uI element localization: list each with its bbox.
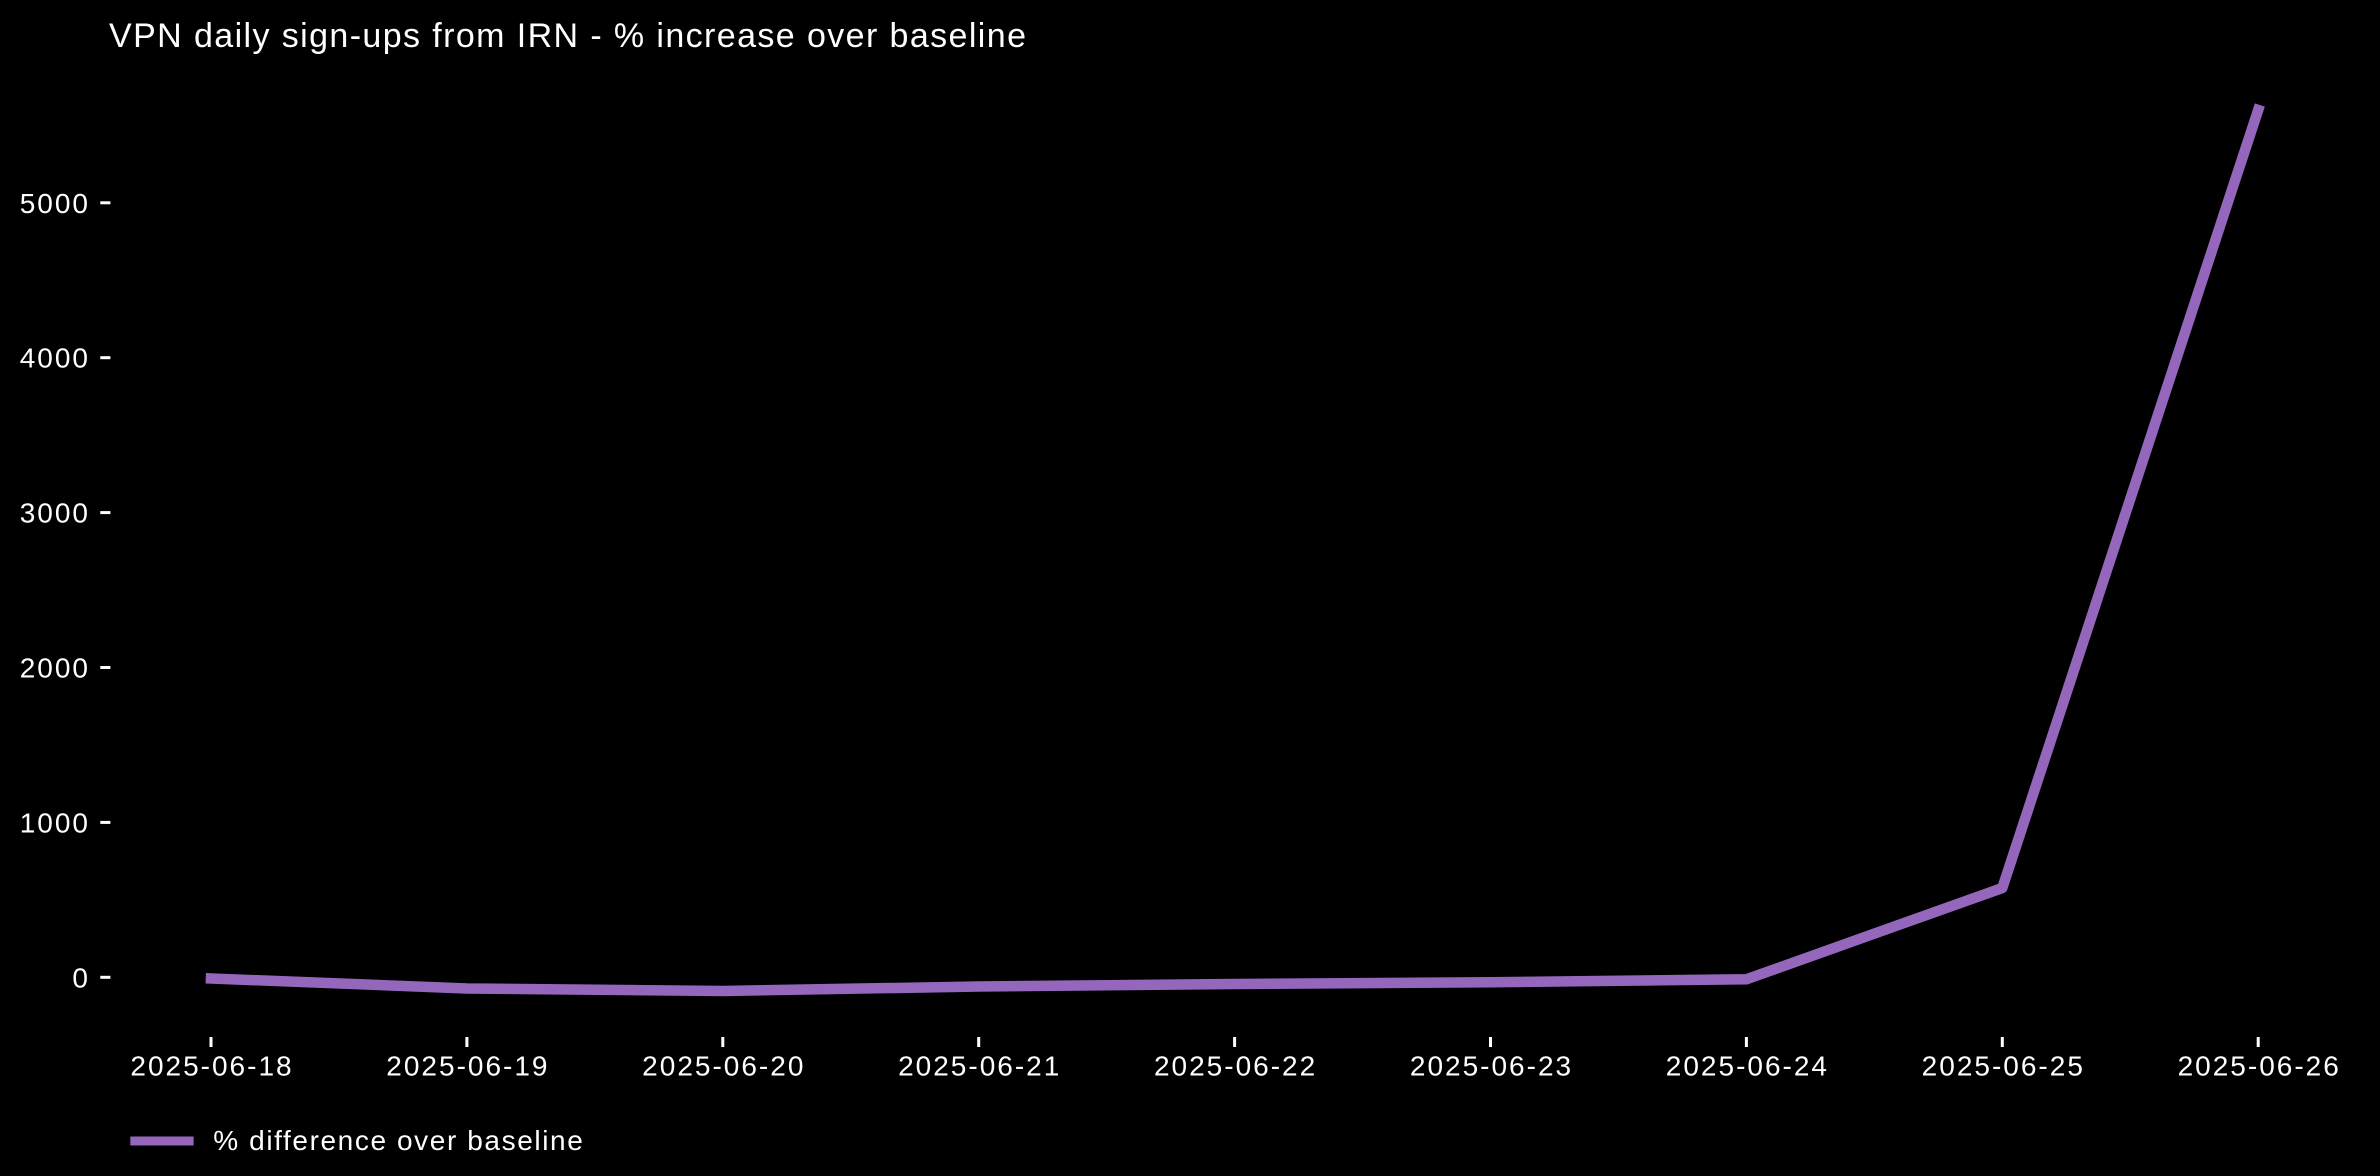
svg-text:2000: 2000 [20,653,90,684]
svg-text:0: 0 [72,962,90,993]
svg-text:2025-06-21: 2025-06-21 [898,1050,1061,1081]
svg-text:% difference over baseline: % difference over baseline [213,1125,584,1156]
svg-text:1000: 1000 [20,807,90,838]
svg-text:2025-06-26: 2025-06-26 [2178,1050,2341,1081]
svg-text:2025-06-25: 2025-06-25 [1922,1050,2085,1081]
svg-text:VPN daily sign-ups from IRN -: VPN daily sign-ups from IRN - % increase… [109,17,1027,55]
svg-text:3000: 3000 [20,498,90,529]
svg-text:2025-06-23: 2025-06-23 [1410,1050,1573,1081]
svg-text:2025-06-22: 2025-06-22 [1154,1050,1317,1081]
svg-text:4000: 4000 [20,343,90,374]
svg-text:2025-06-24: 2025-06-24 [1666,1050,1829,1081]
svg-text:5000: 5000 [20,188,90,219]
svg-text:2025-06-18: 2025-06-18 [130,1050,293,1081]
svg-text:2025-06-19: 2025-06-19 [386,1050,549,1081]
svg-text:2025-06-20: 2025-06-20 [642,1050,805,1081]
